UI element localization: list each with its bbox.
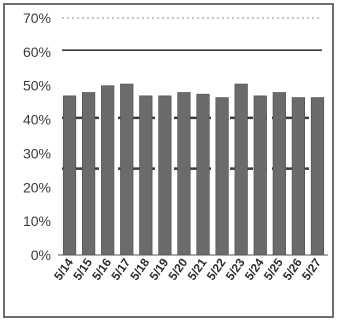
y-tick-label: 20% — [23, 179, 51, 195]
bar — [196, 93, 210, 256]
x-tick-label: 5/15 — [70, 255, 95, 282]
x-tick-label: 5/25 — [261, 255, 286, 282]
bar — [234, 83, 248, 256]
y-tick-label: 60% — [23, 44, 51, 60]
y-tick-label: 10% — [23, 213, 51, 229]
bar — [158, 95, 172, 256]
bar — [139, 95, 153, 256]
x-tick-label: 5/23 — [223, 255, 248, 282]
x-tick-label: 5/20 — [166, 255, 191, 282]
bar — [310, 97, 325, 256]
y-tick-label: 0% — [31, 247, 51, 263]
y-tick-label: 50% — [23, 78, 51, 94]
bar — [101, 85, 115, 256]
x-tick-label: 5/24 — [242, 255, 267, 282]
bar — [62, 95, 77, 256]
bar — [215, 97, 229, 256]
y-tick-label: 70% — [23, 10, 51, 26]
x-tick-label: 5/27 — [299, 255, 324, 282]
bar — [272, 92, 286, 256]
x-tick-label: 5/26 — [280, 255, 305, 282]
x-tick-label: 5/14 — [51, 255, 76, 282]
x-axis-ticks: 5/145/155/165/175/185/195/205/215/225/23… — [51, 255, 324, 282]
y-tick-label: 30% — [23, 145, 51, 161]
x-tick-label: 5/19 — [146, 255, 171, 282]
y-tick-label: 40% — [23, 112, 51, 128]
x-tick-label: 5/21 — [185, 255, 210, 282]
bar — [82, 92, 96, 256]
x-tick-label: 5/18 — [127, 255, 152, 282]
bar — [120, 83, 134, 256]
bar — [253, 95, 267, 256]
bar — [291, 97, 305, 256]
x-tick-label: 5/22 — [204, 255, 229, 282]
x-tick-label: 5/16 — [89, 255, 114, 282]
y-axis-ticks: 0% 10% 20% 30% 40% 50% 60% 70% — [23, 10, 51, 263]
bar — [177, 92, 191, 256]
x-tick-label: 5/17 — [108, 255, 133, 282]
